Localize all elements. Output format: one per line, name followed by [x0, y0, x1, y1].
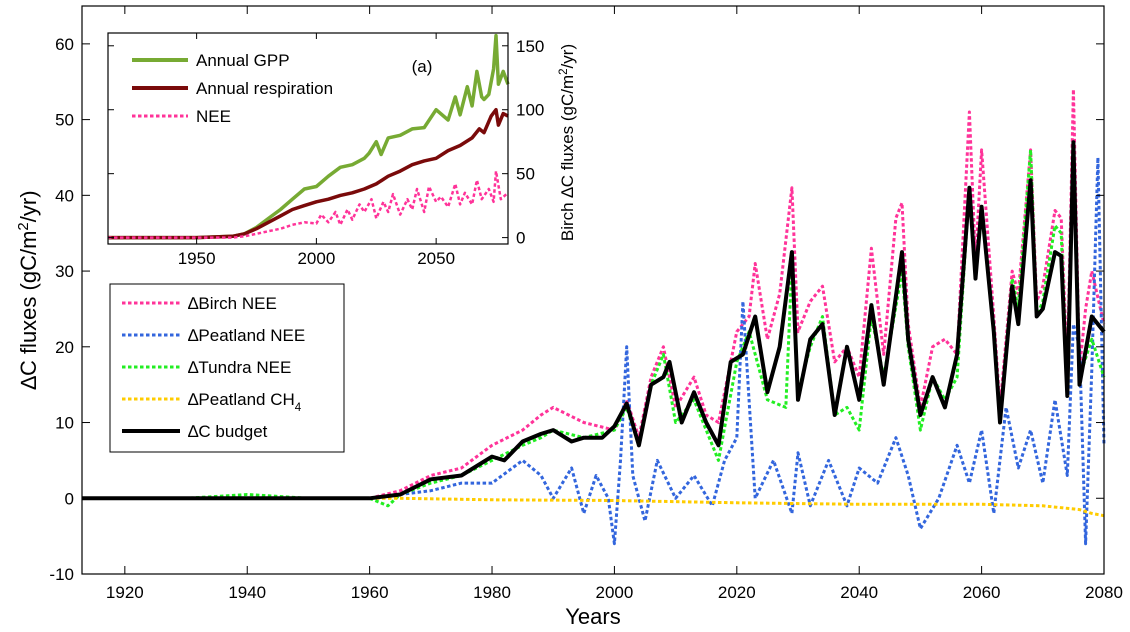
inset-series-group — [108, 33, 510, 240]
inset-y-tick-label: 0 — [516, 229, 525, 248]
inset-legend-label: Annual respiration — [196, 79, 333, 98]
inset-y-tick-label: 50 — [516, 165, 535, 184]
inset-series-line-annual-gpp — [108, 33, 510, 240]
inset-y-axis-label: Birch ∆C fluxes (gC/m2/yr) — [558, 44, 577, 241]
y-tick-label: 60 — [55, 35, 74, 54]
x-tick-label: 1960 — [351, 583, 389, 602]
x-tick-label: 2040 — [840, 583, 878, 602]
y-axis-label: ∆C fluxes (gC/m2/yr) — [15, 190, 42, 389]
series-line--birch-nee — [82, 87, 1106, 500]
legend-label: ∆Peatland CH4 — [188, 390, 302, 414]
y-tick-label: 0 — [65, 489, 74, 508]
x-tick-label: 2000 — [596, 583, 634, 602]
y-tick-label: 10 — [55, 414, 74, 433]
series-line--peatland-ch- — [82, 496, 1105, 518]
main-x-axis: 1920 1940 1960 1980 2000 2020 2040 2060 2080 Year… — [106, 6, 1123, 629]
x-tick-label: 1920 — [106, 583, 144, 602]
inset-y-axis: 0 50 100 150 Birch ∆C fluxes (gC/m2/yr) — [108, 37, 577, 248]
inset-y-tick-label: 100 — [516, 101, 544, 120]
inset-legend-label: Annual GPP — [196, 51, 290, 70]
main-plot: 1920 1940 1960 1980 2000 2020 2040 2060 2080Year… — [15, 5, 1123, 629]
series-line--c-budget — [82, 140, 1106, 501]
x-tick-label: 2060 — [963, 583, 1001, 602]
inset-y-tick-label: 150 — [516, 37, 544, 56]
inset-legend-label: NEE — [196, 107, 231, 126]
inset-x-tick-label: 2000 — [297, 249, 335, 268]
x-tick-label: 2080 — [1085, 583, 1123, 602]
inset-series-line-nee — [108, 169, 509, 239]
inset-x-axis: 1950 2000 2050 — [178, 33, 455, 268]
main-series-group — [82, 87, 1106, 546]
x-tick-label: 1940 — [228, 583, 266, 602]
y-tick-label: 50 — [55, 111, 74, 130]
legend-label: ∆Birch NEE — [188, 294, 277, 313]
inset-background — [108, 33, 508, 244]
x-tick-label: 2020 — [718, 583, 756, 602]
y-tick-label: 30 — [55, 262, 74, 281]
series-line--peatland-nee — [82, 156, 1106, 546]
inset-plot: 1950 2000 2050 0 50 100 150 Birch ∆C fluxes (gC… — [107, 32, 577, 268]
inset-axes-frame — [107, 32, 509, 245]
inset-annotation: (a) — [412, 57, 433, 76]
main-legend: ∆Birch NEE ∆Peatland NEE ∆Tundra NEE ∆Peatl… — [109, 283, 345, 453]
main-y-axis: -10 0 10 20 30 40 50 60 ∆C fluxes (gC/m2/yr) — [15, 35, 1104, 584]
y-tick-label: 40 — [55, 186, 74, 205]
x-axis-label: Years — [565, 604, 620, 629]
inset-series-line-annual-respiration — [108, 107, 509, 240]
inset-x-tick-label: 1950 — [178, 249, 216, 268]
legend-label: ∆Tundra NEE — [188, 358, 291, 377]
x-tick-label: 1980 — [473, 583, 511, 602]
legend-label: ∆Peatland NEE — [188, 326, 305, 345]
y-tick-label: 20 — [55, 338, 74, 357]
main-axes-frame — [81, 5, 1105, 575]
inset-legend: Annual GPP Annual respiration NEE — [132, 51, 333, 126]
legend-label: ∆C budget — [188, 422, 268, 441]
inset-x-tick-label: 2050 — [417, 249, 455, 268]
y-tick-label: -10 — [49, 565, 74, 584]
